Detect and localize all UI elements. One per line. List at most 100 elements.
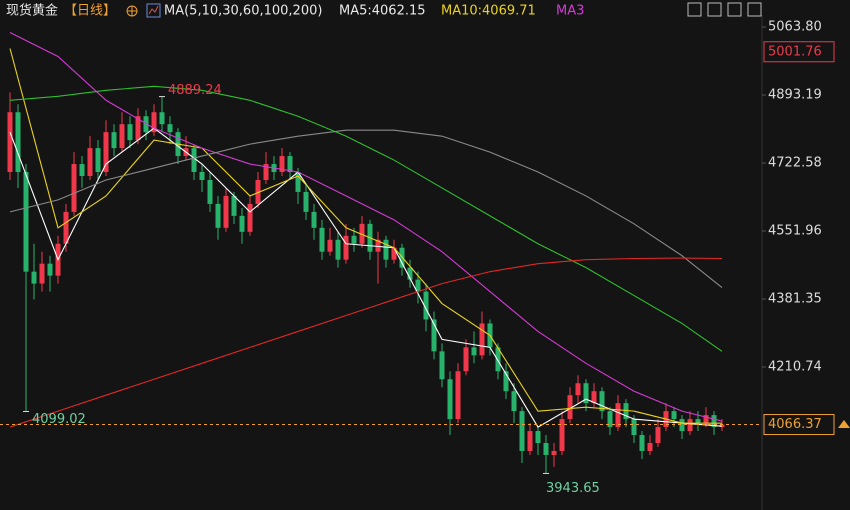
candle-body	[639, 435, 645, 451]
y-tick-label: 5063.80	[768, 20, 822, 35]
candle-body	[631, 419, 637, 436]
tool-button[interactable]	[687, 2, 702, 17]
candle-body	[191, 148, 197, 173]
candle-body	[471, 347, 477, 356]
ma-line	[9, 85, 723, 352]
candle-body	[31, 271, 37, 284]
candle-body	[583, 383, 589, 404]
header: 现货黄金 【日线】 MA(5,10,30,60,100,200) MA5:406…	[6, 2, 762, 19]
tool-button[interactable]	[707, 2, 722, 17]
y-tick-label: 4210.74	[768, 359, 822, 374]
candle-body	[247, 203, 253, 232]
y-tick-label: 4381.35	[768, 292, 822, 307]
y-tick-label: 4893.19	[768, 88, 822, 103]
candle-body	[263, 164, 269, 180]
candle-body	[151, 112, 157, 133]
candle-body	[63, 211, 69, 244]
candle-body	[431, 319, 437, 352]
candle-body	[343, 235, 349, 260]
candle-body	[199, 172, 205, 180]
candle-body	[455, 371, 461, 420]
candle-body	[711, 415, 717, 428]
candle-body	[335, 239, 341, 260]
candle-body	[623, 403, 629, 420]
candle-body	[407, 267, 413, 280]
candle-body	[391, 247, 397, 260]
candle-body	[79, 164, 85, 177]
ma-icon-line	[148, 5, 159, 15]
candle-body	[695, 419, 701, 424]
candle-body	[295, 172, 301, 192]
candle-body	[415, 279, 421, 292]
annotation-label: 3943.65	[546, 481, 600, 496]
candle-body	[159, 112, 165, 125]
candle-body	[423, 291, 429, 320]
candle-body	[447, 379, 453, 420]
candle-body	[303, 191, 309, 212]
candle-body	[255, 179, 261, 204]
candle-body	[239, 215, 245, 232]
candle-body	[383, 239, 389, 260]
candle-body	[703, 415, 709, 424]
ma-line	[9, 257, 723, 428]
ma-params: MA(5,10,30,60,100,200)	[164, 4, 322, 19]
candles	[7, 92, 725, 474]
candle-body	[679, 419, 685, 432]
candle-body	[103, 132, 109, 173]
candle-body	[167, 124, 173, 133]
candle-body	[223, 195, 229, 228]
ma10-label: MA10:4069.71	[441, 4, 536, 19]
ma-icon[interactable]	[146, 3, 161, 18]
period: 【日线】	[64, 4, 116, 19]
candle-body	[439, 351, 445, 380]
candle-body	[207, 179, 213, 204]
ma-line	[9, 48, 723, 424]
candle-body	[87, 148, 93, 177]
annotation-label: 4099.02	[32, 412, 86, 427]
candle-body	[495, 347, 501, 372]
candle-body	[615, 403, 621, 428]
candle-body	[47, 263, 53, 276]
candle-body	[287, 156, 293, 173]
candle-body	[607, 411, 613, 428]
candle-body	[127, 124, 133, 141]
candle-body	[599, 391, 605, 412]
candle-body	[319, 227, 325, 252]
candle-body	[655, 427, 661, 444]
ma30-label: MA3	[556, 4, 584, 19]
price-box-label: 4066.37	[768, 417, 822, 432]
candle-body	[567, 395, 573, 420]
candle-body	[71, 164, 77, 212]
candle-body	[23, 172, 29, 272]
candle-body	[359, 223, 365, 244]
ma5-label: MA5:4062.15	[339, 4, 426, 19]
candle-body	[527, 431, 533, 451]
y-tick-label: 4551.96	[768, 224, 822, 239]
candle-body	[215, 203, 221, 228]
annotation-label: 4889.24	[168, 83, 222, 98]
candle-body	[551, 450, 557, 455]
candle-body	[231, 195, 237, 216]
y-tick-label: 4722.58	[768, 156, 822, 171]
tool-button[interactable]	[747, 2, 762, 17]
candle-body	[575, 383, 581, 396]
candle-body	[15, 112, 21, 173]
price-box-label: 5001.76	[768, 44, 822, 59]
price-box	[763, 414, 835, 436]
candle-body	[327, 239, 333, 252]
candle-body	[647, 443, 653, 451]
candle-body	[375, 239, 381, 252]
ma-line	[9, 32, 723, 422]
candle-body	[559, 419, 565, 451]
candle-body	[119, 124, 125, 149]
candle-body	[479, 323, 485, 356]
candle-body	[311, 211, 317, 228]
candle-body	[351, 235, 357, 244]
candle-body	[511, 391, 517, 412]
candle-body	[687, 419, 693, 432]
candle-body	[591, 391, 597, 404]
tool-button[interactable]	[727, 2, 742, 17]
candle-body	[95, 148, 101, 173]
